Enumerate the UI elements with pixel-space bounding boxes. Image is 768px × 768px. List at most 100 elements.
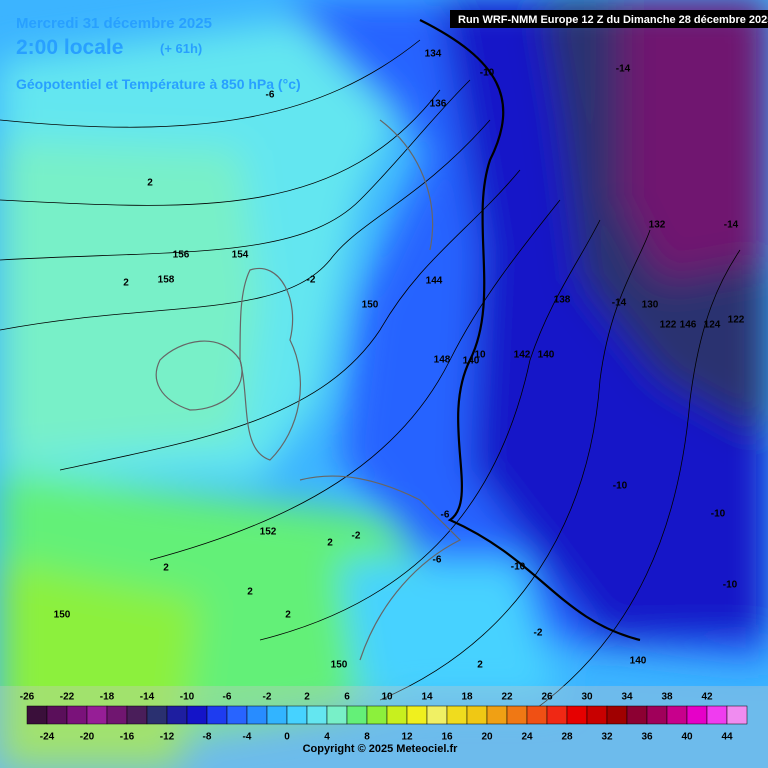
legend-swatch — [386, 705, 408, 725]
legend-swatch — [706, 705, 728, 725]
legend-swatch — [526, 705, 548, 725]
field-name: Géopotentiel et Température à 850 hPa (°… — [16, 76, 301, 92]
contour-label: 2 — [477, 660, 483, 671]
contour-label: -14 — [616, 64, 631, 75]
contour-label: 130 — [642, 300, 659, 311]
legend-label: 18 — [461, 692, 473, 703]
legend-label: 32 — [601, 732, 613, 743]
contour-labels: 134 136 -10 -14 -6 2 132 -14 156 154 158 2 -2 150 144 1… — [54, 49, 745, 671]
contour-label: -6 — [266, 90, 275, 101]
legend-swatch — [346, 705, 368, 725]
legend-swatch — [66, 705, 88, 725]
contour-label: 152 — [260, 527, 277, 538]
legend-label: 8 — [364, 732, 370, 743]
contour-label: 2 — [163, 563, 169, 574]
contour-label: 136 — [430, 99, 447, 110]
contour-label: 154 — [232, 250, 249, 261]
legend-swatch — [246, 705, 268, 725]
legend-label: 26 — [541, 692, 553, 703]
legend-label: -4 — [243, 732, 252, 743]
legend-label: -16 — [120, 732, 135, 743]
date: Mercredi 31 décembre 2025 — [16, 15, 212, 32]
lead-time: (+ 61h) — [160, 41, 202, 56]
legend-label: 0 — [284, 732, 290, 743]
legend-label: 20 — [481, 732, 493, 743]
legend-label: -2 — [263, 692, 272, 703]
legend-label: -6 — [223, 692, 232, 703]
legend-label: 30 — [581, 692, 593, 703]
legend-label: -24 — [40, 732, 55, 743]
legend-label: 24 — [521, 732, 533, 743]
contour-label: -10 — [480, 68, 495, 79]
legend-swatch — [46, 705, 68, 725]
legend-swatch — [266, 705, 288, 725]
legend-label: -14 — [140, 692, 155, 703]
contour-label: 134 — [425, 49, 442, 60]
legend-swatch — [446, 705, 468, 725]
contour-label: 150 — [362, 300, 379, 311]
legend-label: -22 — [60, 692, 75, 703]
contour-label: 142 — [514, 350, 531, 361]
contour-label: 122 — [660, 320, 677, 331]
contour-label: 140 — [538, 350, 555, 361]
contour-label: 156 — [173, 250, 190, 261]
legend-swatch — [486, 705, 508, 725]
legend-swatch — [326, 705, 348, 725]
contour-label: 150 — [54, 610, 71, 621]
contour-label: 144 — [426, 276, 443, 287]
legend-swatch — [626, 705, 648, 725]
legend-swatch — [566, 705, 588, 725]
legend-label: -10 — [180, 692, 195, 703]
coastlines — [155, 119, 462, 661]
contour-label: 124 — [704, 320, 721, 331]
contour-label: -2 — [534, 628, 543, 639]
contour-label: 138 — [554, 295, 571, 306]
contour-label: 2 — [327, 538, 333, 549]
legend-swatch — [466, 705, 488, 725]
contour-label: 140 — [463, 356, 480, 367]
legend-label: -26 — [20, 692, 35, 703]
legend-label: 10 — [381, 692, 393, 703]
contour-label: 146 — [680, 320, 697, 331]
legend-label: 40 — [681, 732, 693, 743]
legend-swatch — [666, 705, 688, 725]
contour-label: -2 — [352, 531, 361, 542]
legend-swatch — [206, 705, 228, 725]
local-time: 2:00 locale — [16, 36, 123, 59]
contour-label: 2 — [147, 178, 153, 189]
legend-label: 38 — [661, 692, 673, 703]
legend-swatch — [586, 705, 608, 725]
legend-label: 6 — [344, 692, 350, 703]
legend-swatch — [366, 705, 388, 725]
contour-label: 148 — [434, 355, 451, 366]
contour-label: 158 — [158, 275, 175, 286]
contour-label: -2 — [307, 275, 316, 286]
legend-swatch — [406, 705, 428, 725]
legend-swatch — [506, 705, 528, 725]
contour-label: -14 — [724, 220, 739, 231]
legend-label: -8 — [203, 732, 212, 743]
legend-label: 4 — [324, 732, 330, 743]
legend-swatch — [26, 705, 48, 725]
legend-label: 36 — [641, 732, 653, 743]
zero-isotherm — [419, 19, 641, 642]
contour-label: 2 — [285, 610, 291, 621]
legend-label: 2 — [304, 692, 310, 703]
legend-swatch — [166, 705, 188, 725]
contour-label: -10 — [613, 481, 628, 492]
legend-swatch — [306, 705, 328, 725]
legend-backdrop — [0, 686, 768, 768]
contour-label: 2 — [123, 278, 129, 289]
legend-swatch — [106, 705, 128, 725]
contour-label: -6 — [433, 555, 442, 566]
contour-label: 150 — [331, 660, 348, 671]
legend-swatch — [286, 705, 308, 725]
run-info: Run WRF-NMM Europe 12 Z du Dimanche 28 d… — [458, 14, 768, 26]
color-legend: -26-24-22-20-18-16-14-12-10-8-6-4-202468… — [20, 692, 748, 743]
contour-label: 132 — [649, 220, 666, 231]
copyright: Copyright © 2025 Meteociel.fr — [303, 743, 459, 755]
legend-swatch — [426, 705, 448, 725]
